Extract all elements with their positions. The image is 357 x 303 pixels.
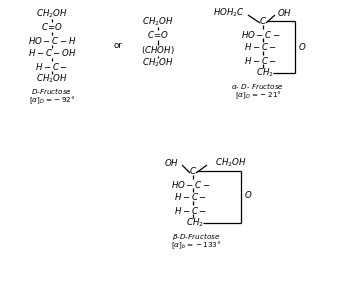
Text: $HOH_2C$: $HOH_2C$: [213, 7, 245, 19]
Text: $H - C -$: $H - C -$: [35, 61, 69, 72]
Text: $HO - C - H$: $HO - C - H$: [27, 35, 76, 45]
Text: $CH_2OH$: $CH_2OH$: [36, 8, 68, 20]
Text: or: or: [114, 42, 122, 51]
Text: $CH_2OH$: $CH_2OH$: [142, 57, 174, 69]
Text: $H - C -$: $H - C -$: [245, 42, 277, 52]
Text: $CH_2OH$: $CH_2OH$: [36, 73, 68, 85]
Text: $H - C - OH$: $H - C - OH$: [27, 48, 76, 58]
Text: $C$: $C$: [189, 165, 197, 177]
Text: $CH_2$: $CH_2$: [186, 217, 204, 229]
Text: $C\!=\!O$: $C\!=\!O$: [147, 29, 169, 41]
Text: $D$-Fructose: $D$-Fructose: [31, 86, 72, 96]
Text: $OH$: $OH$: [277, 8, 292, 18]
Text: $HO - C -$: $HO - C -$: [241, 28, 281, 39]
Text: $\beta$-$D$-Fructose: $\beta$-$D$-Fructose: [172, 231, 220, 241]
Text: $H - C -$: $H - C -$: [175, 191, 207, 202]
Text: $O$: $O$: [244, 188, 252, 199]
Text: $C\!=\!O$: $C\!=\!O$: [41, 22, 63, 32]
Text: $OH$: $OH$: [164, 158, 179, 168]
Text: $CH_2OH$: $CH_2OH$: [215, 157, 247, 169]
Text: $[\alpha]_b = -133°$: $[\alpha]_b = -133°$: [171, 239, 221, 251]
Text: $HO - C -$: $HO - C -$: [171, 178, 211, 189]
Text: $(CHOH)$: $(CHOH)$: [141, 44, 175, 56]
Text: $CH_2OH$: $CH_2OH$: [142, 16, 174, 28]
Text: $\alpha$- D- Fructose: $\alpha$- D- Fructose: [231, 81, 285, 91]
Text: $[\alpha]_D = -92°$: $[\alpha]_D = -92°$: [29, 94, 75, 106]
Text: $O$: $O$: [298, 42, 306, 52]
Text: $H - C -$: $H - C -$: [175, 205, 207, 215]
Text: $[\alpha]_D = -21°$: $[\alpha]_D = -21°$: [235, 89, 281, 101]
Text: $CH_2$: $CH_2$: [256, 67, 274, 79]
Text: $H - C -$: $H - C -$: [245, 55, 277, 65]
Text: $C$: $C$: [259, 15, 267, 26]
